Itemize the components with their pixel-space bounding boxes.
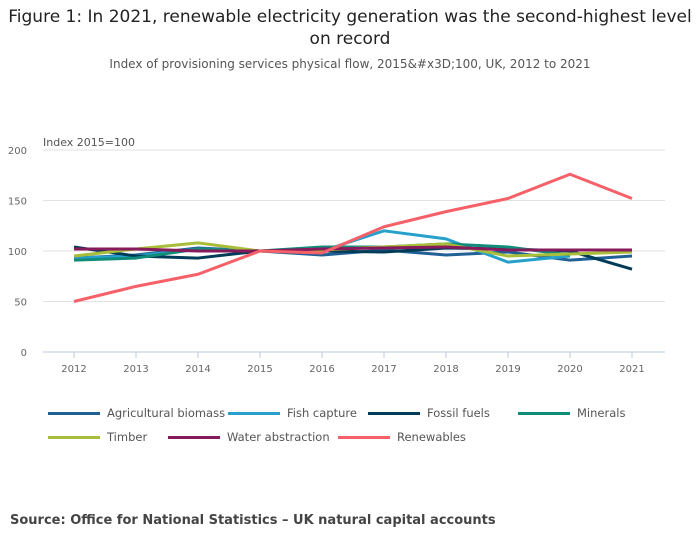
x-tick-label: 2018: [433, 364, 458, 375]
series-line-renewables: [73, 172, 633, 303]
series-line-minerals: [73, 242, 571, 262]
x-tick-label: 2021: [619, 364, 644, 375]
legend-swatch: [168, 435, 220, 439]
chart-title: Figure 1: In 2021, renewable electricity…: [8, 7, 692, 49]
legend-swatch: [48, 435, 100, 439]
series-line-water-abstraction: [74, 245, 632, 253]
legend-item[interactable]: Fish capture: [228, 406, 357, 420]
y-tick-label: 150: [8, 197, 27, 208]
legend-swatch: [48, 411, 100, 415]
x-tick-label: 2015: [247, 364, 272, 375]
y-tick-label: 100: [8, 247, 27, 258]
legend-label: Agricultural biomass: [107, 406, 226, 420]
legend-item[interactable]: Minerals: [518, 406, 625, 420]
x-tick-label: 2012: [61, 364, 86, 375]
x-tick-label: 2013: [123, 364, 148, 375]
x-tick-label: 2014: [185, 364, 210, 375]
plot-area: 0 50 100 150 200 2012 2013 2014 2015 2016 2017 2018…: [8, 146, 665, 375]
legend-label: Renewables: [397, 430, 466, 444]
legend-item[interactable]: Fossil fuels: [368, 406, 490, 420]
y-tick-label: 200: [8, 146, 27, 157]
legend-swatch: [228, 411, 280, 415]
y-axis-label: Index 2015=100: [43, 136, 135, 149]
legend-label: Minerals: [577, 406, 626, 420]
x-tick-label: 2020: [557, 364, 582, 375]
legend-item[interactable]: Water abstraction: [168, 430, 330, 444]
legend-label: Fossil fuels: [427, 406, 490, 420]
legend-swatch: [518, 411, 570, 415]
legend-item[interactable]: Renewables: [338, 430, 466, 444]
x-tick-label: 2019: [495, 364, 520, 375]
y-tick-label: 50: [14, 298, 27, 309]
chart-subtitle: Index of provisioning services physical …: [109, 57, 591, 71]
legend-label: Fish capture: [287, 406, 357, 420]
y-tick-label: 0: [21, 348, 27, 359]
legend-item[interactable]: Agricultural biomass: [48, 406, 225, 420]
legend-swatch: [338, 435, 390, 439]
legend-swatch: [368, 411, 420, 415]
legend-label: Water abstraction: [227, 430, 330, 444]
source-note: Source: Office for National Statistics –…: [10, 513, 496, 528]
legend-item[interactable]: Timber: [48, 430, 147, 444]
legend-label: Timber: [107, 430, 148, 444]
x-tick-label: 2017: [371, 364, 396, 375]
x-tick-label: 2016: [309, 364, 334, 375]
